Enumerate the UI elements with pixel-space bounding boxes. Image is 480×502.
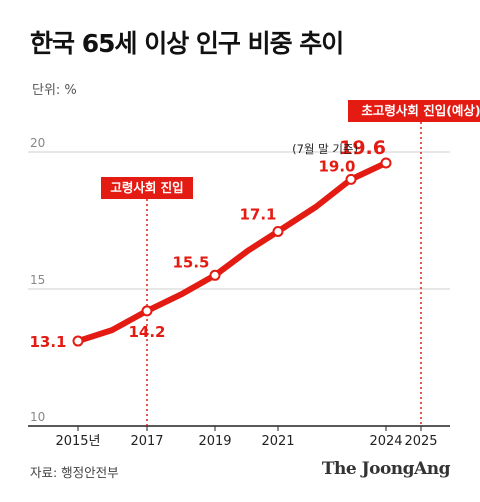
data-point — [345, 173, 357, 185]
annotation-label: 고령사회 진입 — [110, 180, 183, 195]
data-point — [380, 157, 392, 169]
data-note: (7월 말 기준) — [292, 142, 358, 156]
source-note: 자료: 행정안전부 — [30, 465, 119, 480]
x-tick-label: 2025 — [404, 434, 437, 449]
x-tick-label: 2015년 — [55, 434, 100, 449]
data-label: 15.5 — [172, 253, 209, 271]
unit-label: 단위: % — [32, 83, 77, 98]
label-layer: 13.1 14.2 15.5 17.1 19.019.6(7월 말 기준) — [29, 137, 386, 351]
series-line — [75, 159, 389, 345]
data-point — [72, 335, 84, 347]
y-tick-label: 15 — [30, 273, 45, 287]
data-label: 19.0 — [318, 157, 355, 175]
data-point — [209, 269, 221, 281]
annotation-box — [348, 100, 480, 122]
data-label: 19.6 — [339, 137, 386, 159]
data-point — [141, 305, 153, 317]
data-label: 17.1 — [239, 205, 276, 223]
data-point — [272, 225, 284, 237]
x-tick-label: 2024 — [369, 434, 402, 449]
x-tick-label: 2017 — [130, 434, 163, 449]
annotation-box — [101, 177, 193, 199]
annotation-label: 초고령사회 진입(예상) — [361, 103, 480, 118]
series-layer — [72, 157, 392, 347]
annotation-layer: 고령사회 진입 초고령사회 진입(예상) — [101, 100, 480, 426]
brand-logo: The JoongAng — [321, 459, 451, 479]
y-tick-label: 20 — [30, 136, 45, 150]
data-label: 14.2 — [128, 323, 165, 341]
grid-layer: 20 15 10 2015년 2017 2019 2021 2024 2025 — [28, 136, 450, 449]
x-tick-label: 2021 — [261, 434, 294, 449]
y-tick-label: 10 — [30, 410, 45, 424]
data-label: 13.1 — [29, 333, 66, 351]
x-tick-label: 2019 — [198, 434, 231, 449]
chart-title: 한국 65세 이상 인구 비중 추이 — [30, 29, 344, 58]
